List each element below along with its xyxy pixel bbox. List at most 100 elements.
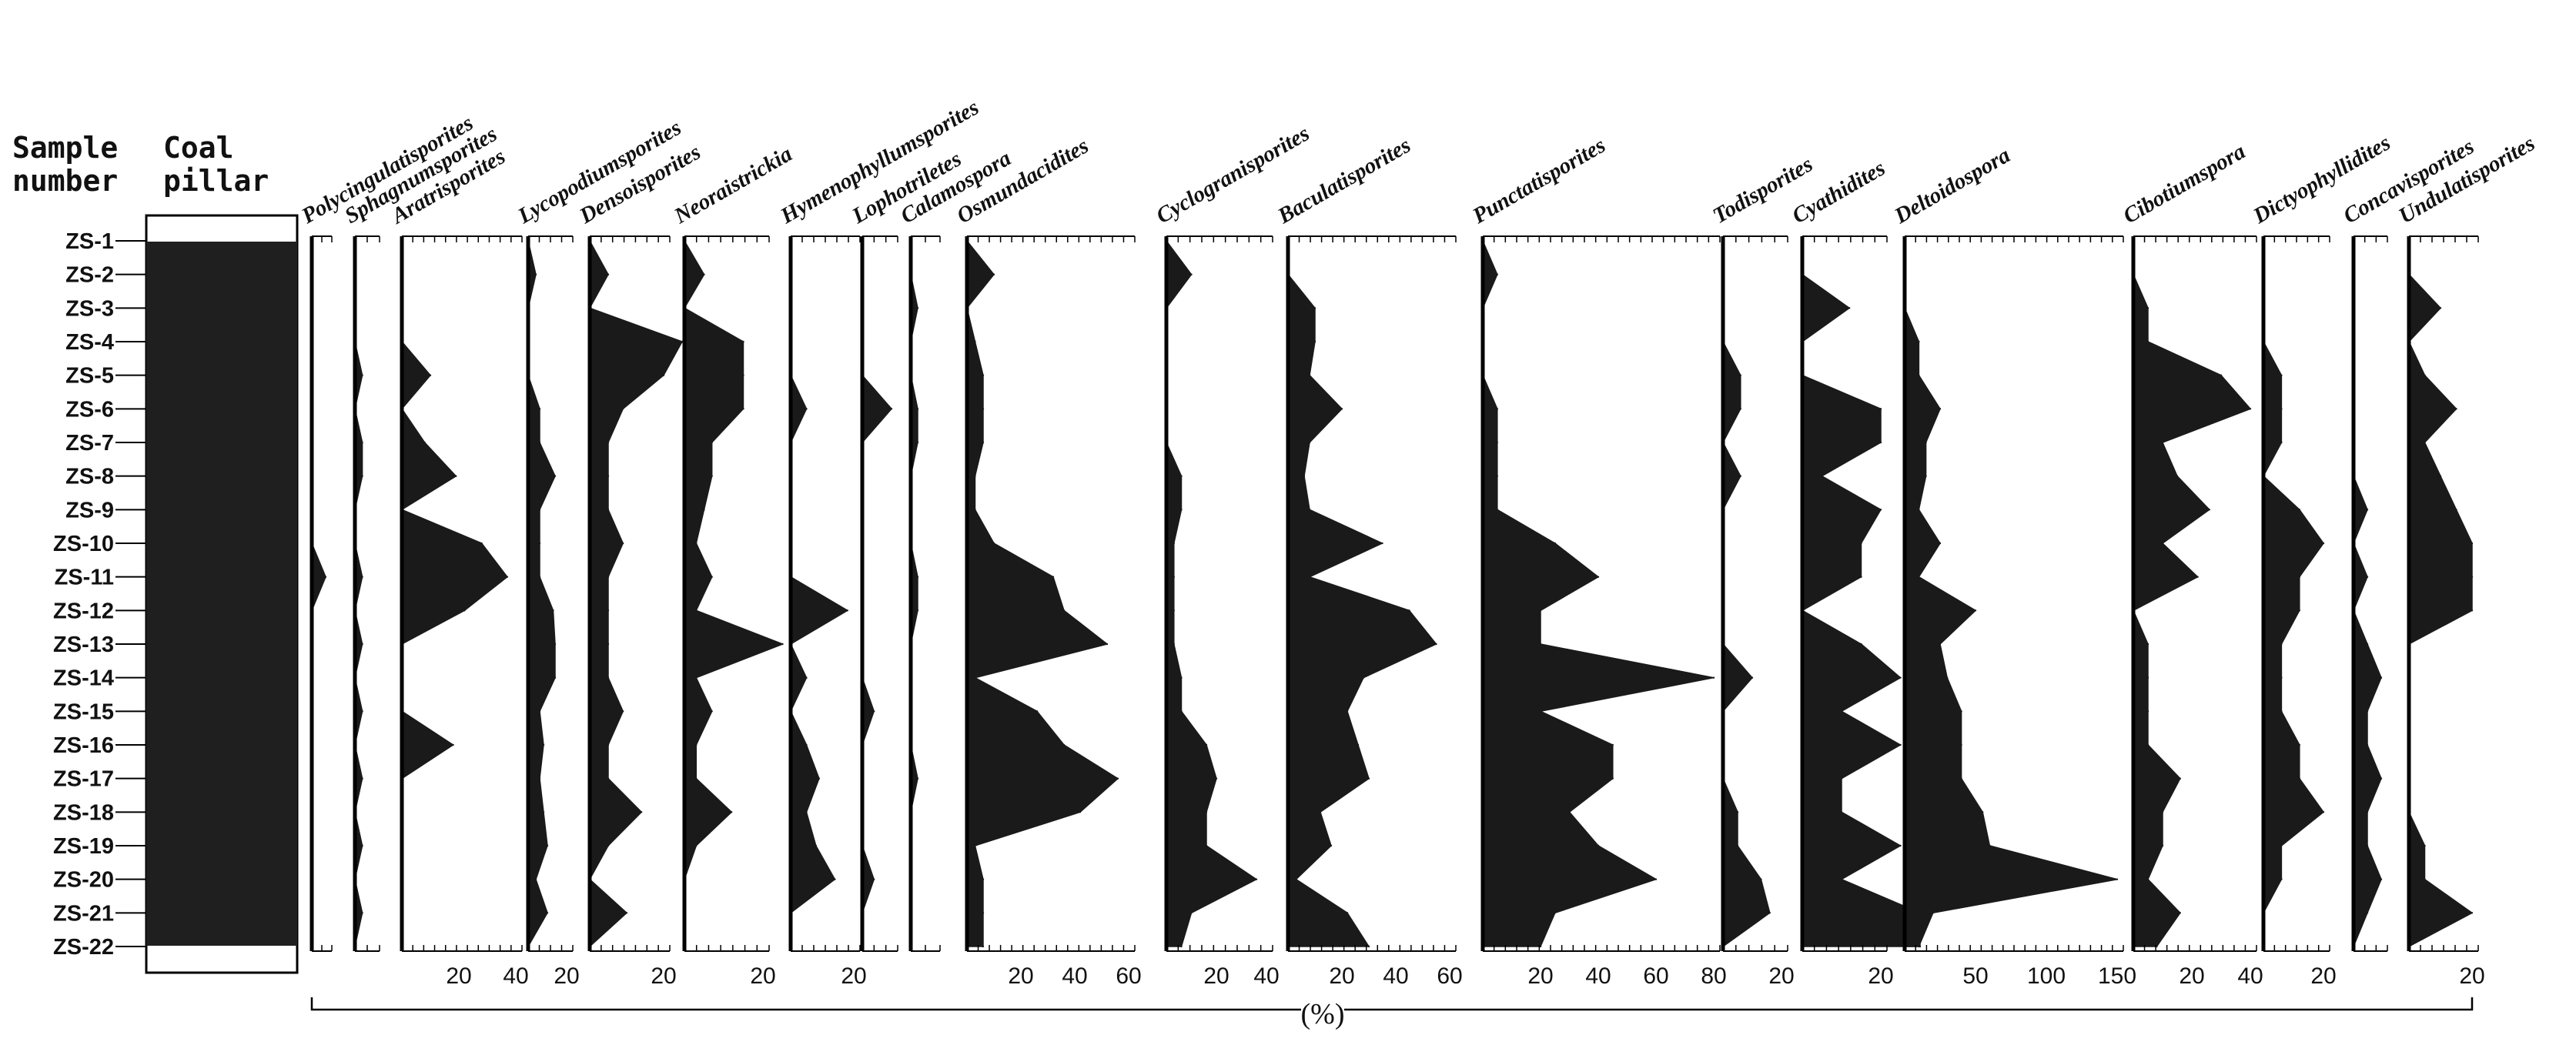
data-point: [1346, 912, 1349, 914]
data-point: [1860, 542, 1862, 545]
data-point: [2366, 576, 2369, 578]
sample-label: ZS-17: [53, 767, 114, 792]
data-point: [2366, 743, 2369, 746]
data-point: [1821, 475, 1823, 477]
data-point: [2146, 307, 2149, 309]
data-point: [361, 475, 363, 477]
data-point: [834, 878, 836, 880]
data-point: [2146, 643, 2149, 646]
taxon-label: Punctatisporites: [1468, 133, 1610, 229]
data-point: [982, 374, 985, 376]
taxon-label: Deltoidospora: [1890, 143, 2015, 229]
area-lycopodiumsporites: [527, 240, 556, 947]
tick-label: 20: [2310, 963, 2336, 989]
data-point: [2471, 576, 2474, 578]
data-point: [1308, 509, 1311, 511]
data-point: [1180, 710, 1183, 713]
tick-label: 60: [1116, 963, 1141, 989]
tick-label: 20: [2459, 963, 2484, 989]
data-point: [1925, 441, 1927, 444]
data-point: [1739, 475, 1741, 477]
sample-header-line-2: number: [12, 164, 118, 198]
panel-deltoidospora: 50 100 150 Deltoidospora: [1890, 143, 2136, 989]
data-point: [534, 878, 537, 880]
sample-label: ZS-11: [55, 566, 114, 590]
data-point: [1190, 912, 1193, 914]
tick-label: 60: [1437, 963, 1462, 989]
data-point: [2179, 777, 2181, 780]
data-point: [2116, 878, 2119, 880]
data-point: [2298, 609, 2300, 612]
tick-label: 150: [2098, 963, 2136, 989]
data-point: [890, 408, 893, 410]
data-point: [2208, 509, 2210, 511]
sample-label: ZS-6: [65, 397, 114, 422]
data-point: [974, 676, 976, 679]
data-point: [622, 710, 624, 713]
data-point: [1180, 475, 1183, 477]
data-point: [982, 441, 985, 444]
data-point: [805, 676, 808, 679]
data-point: [742, 408, 744, 410]
area-hymenophyllumsporites: [790, 240, 848, 947]
sample-label: ZS-16: [53, 733, 114, 758]
data-point: [982, 912, 985, 914]
data-point: [1982, 811, 1984, 813]
data-point: [1899, 743, 1902, 746]
data-point: [1346, 710, 1349, 713]
data-point: [695, 777, 698, 780]
data-point: [815, 844, 818, 847]
data-point: [1960, 743, 1962, 746]
data-point: [1918, 576, 1920, 578]
data-point: [1079, 811, 1082, 813]
data-point: [1362, 676, 1365, 679]
data-point: [1539, 945, 1542, 948]
data-point: [1330, 844, 1333, 847]
data-point: [2146, 710, 2149, 713]
sample-label: ZS-3: [65, 296, 114, 321]
data-point: [2380, 878, 2383, 880]
data-point: [982, 945, 985, 948]
data-point: [455, 475, 457, 477]
data-point: [554, 475, 557, 477]
data-point: [361, 710, 363, 713]
sample-label: ZS-8: [65, 465, 114, 489]
data-point: [2161, 441, 2164, 444]
data-point: [2366, 844, 2369, 847]
data-point: [480, 542, 483, 545]
data-point: [2280, 441, 2283, 444]
data-point: [1918, 945, 1920, 948]
data-point: [1062, 609, 1066, 612]
data-point: [1496, 408, 1499, 410]
data-point: [1180, 509, 1183, 511]
data-point: [662, 374, 665, 376]
data-point: [1180, 676, 1183, 679]
data-point: [1918, 374, 1920, 376]
data-point: [1751, 676, 1754, 679]
data-point: [742, 374, 744, 376]
tick-label: 40: [2237, 963, 2263, 989]
data-point: [2298, 743, 2300, 746]
data-point: [1313, 340, 1316, 343]
data-point: [2424, 441, 2426, 444]
sample-label: ZS-5: [65, 364, 114, 389]
data-point: [1062, 743, 1066, 746]
data-point: [607, 475, 610, 477]
sample-label: ZS-12: [53, 599, 114, 623]
bracket-right: [1344, 997, 2474, 1011]
data-point: [1554, 912, 1557, 914]
data-point: [538, 509, 541, 511]
data-point: [429, 374, 432, 376]
data-point: [607, 777, 610, 780]
data-point: [916, 307, 919, 309]
tick-label: 40: [1062, 963, 1087, 989]
data-point: [1879, 408, 1882, 410]
data-point: [2176, 475, 2179, 477]
coal-seam-fill: [146, 242, 297, 946]
sample-label: ZS-7: [65, 431, 114, 456]
data-point: [711, 576, 713, 578]
data-point: [641, 811, 643, 813]
data-point: [607, 273, 610, 275]
tick-label: 20: [446, 963, 471, 989]
